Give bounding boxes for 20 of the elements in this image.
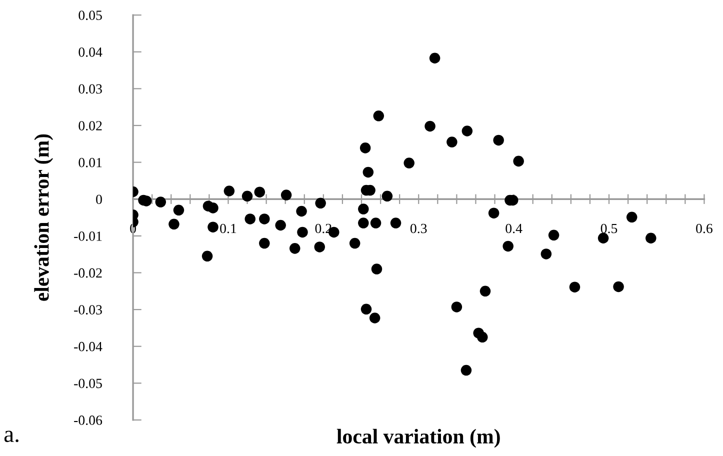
y-tick-label: 0.02 [78, 121, 102, 130]
y-tick-label: -0.04 [74, 342, 102, 352]
y-tick-label: 0.03 [78, 84, 102, 94]
x-tick-label: 0.3 [410, 224, 427, 234]
y-tick-label: 0.05 [78, 10, 102, 20]
x-axis-title: local variation (m) [336, 428, 500, 448]
y-tick-label: 0.01 [78, 158, 102, 168]
x-tick-label: 0.4 [506, 224, 522, 234]
y-tick-label: -0.01 [74, 232, 102, 241]
y-tick-label: 0 [96, 194, 102, 204]
x-tick-label: 0.1 [220, 224, 236, 234]
y-tick-label: -0.05 [74, 378, 102, 388]
y-tick-label: -0.02 [74, 268, 102, 278]
y-tick-label: -0.06 [74, 416, 102, 425]
y-tick-label: -0.03 [74, 305, 102, 315]
text: a. [4, 430, 18, 442]
y-axis-title: elevation error (m) [34, 134, 54, 301]
y-tick-label: 0.04 [78, 47, 102, 57]
x-tick-label: 0.6 [696, 224, 712, 234]
x-tick-label: 0.5 [600, 224, 618, 234]
